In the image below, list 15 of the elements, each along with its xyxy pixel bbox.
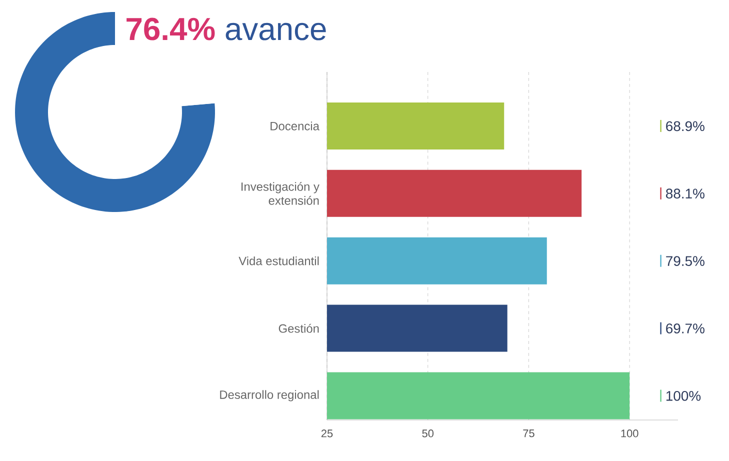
data-label: 88.1%	[666, 188, 704, 199]
y-tick-label: Investigación y extensión	[242, 182, 320, 205]
data-label: 69.7%	[666, 324, 704, 334]
data-label: 79.5%	[666, 256, 704, 266]
y-tick-label: Docencia	[270, 122, 320, 130]
chart-title: 76.4% avance	[126, 18, 326, 40]
data-label: 100%	[666, 390, 701, 401]
y-tick-label: Gestión	[278, 324, 319, 333]
x-tick-label: 50	[422, 430, 434, 438]
y-tick-label: Desarrollo regional	[220, 390, 319, 402]
x-tick-label: 75	[523, 430, 534, 438]
y-tick-label: Vida estudiantil	[238, 256, 319, 266]
x-tick-label: 100	[621, 430, 638, 438]
x-tick-label: 25	[321, 430, 333, 438]
data-label: 68.9%	[666, 121, 704, 132]
